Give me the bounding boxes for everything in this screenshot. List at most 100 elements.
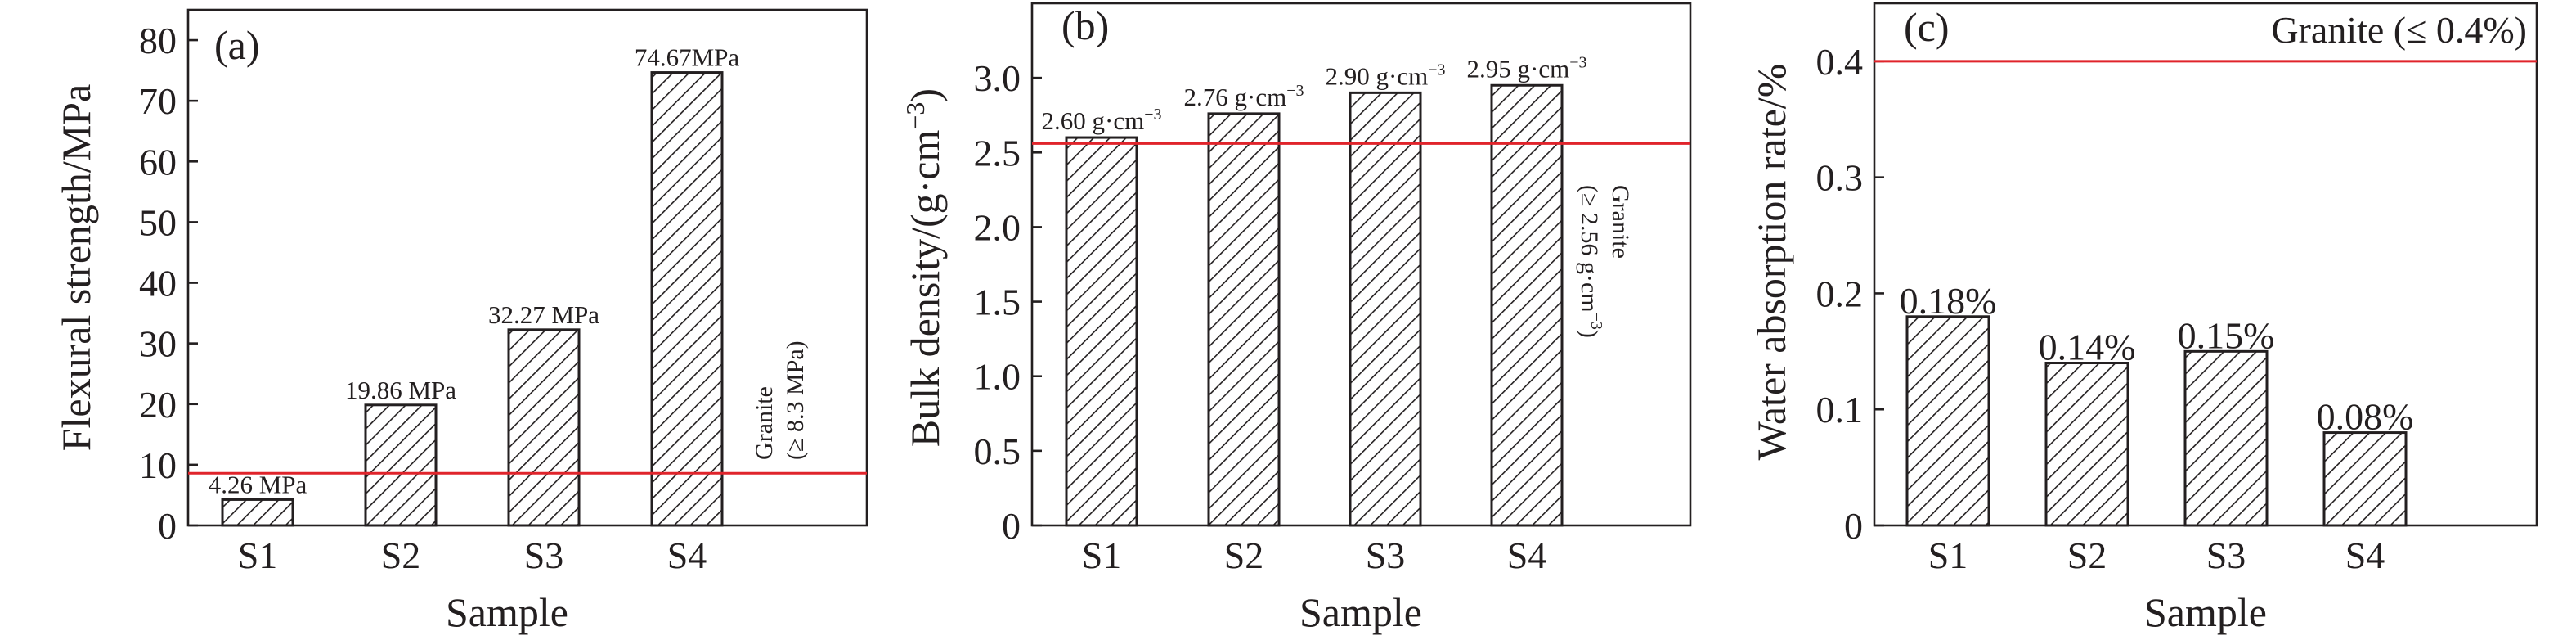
- y-tick-label: 10: [139, 444, 177, 486]
- data-label: 32.27 MPa: [488, 300, 599, 329]
- bar: [1905, 315, 1990, 527]
- data-label-text: 2.60 g·cm: [1042, 106, 1145, 135]
- granite-reference-label: Granite (≤ 0.4%): [2271, 9, 2527, 51]
- data-label: 0.14%: [2039, 327, 2136, 368]
- x-tick-label: S2: [2067, 534, 2107, 576]
- panel-a: (a) 0 10 20 30 40 50 60 70 80 S1 S2 S3 S4 4.26 MPa 1…: [53, 8, 868, 635]
- x-axis-title: Sample: [446, 589, 568, 635]
- panel-label: (b): [1061, 2, 1109, 48]
- x-tick-label: S2: [1224, 534, 1264, 576]
- y-tick-label: 80: [139, 20, 177, 61]
- x-tick-label: S4: [2345, 534, 2385, 576]
- x-axis: S1 S2 S3 S4: [1082, 516, 1547, 576]
- x-tick-label: S4: [667, 534, 707, 576]
- y-axis-title-superscript: −3: [900, 102, 930, 130]
- bar: [364, 403, 438, 527]
- y-axis-title: Flexural strength/MPa: [53, 84, 99, 452]
- y-axis-title-close: ): [902, 88, 948, 102]
- data-label-superscript: −3: [1286, 82, 1304, 100]
- granite-reference-label: Granite (≥ 2.56 g·cm−3): [1576, 185, 1634, 338]
- y-axis: 0 0.5 1.0 1.5 2.0 2.5 3.0: [974, 57, 1042, 547]
- granite-label-line2: (≥ 8.3 MPa): [782, 340, 809, 460]
- bar: [2044, 362, 2129, 527]
- y-tick-label: 0: [1844, 505, 1863, 547]
- y-tick-label: 40: [139, 263, 177, 304]
- x-axis: S1 S2 S3 S4: [1928, 516, 2385, 576]
- y-tick-label: 50: [139, 201, 177, 243]
- data-label-superscript: −3: [1569, 53, 1586, 71]
- x-tick-label: S4: [1507, 534, 1547, 576]
- data-label: 2.60 g·cm−3: [1042, 106, 1162, 135]
- y-tick-label: 2.0: [974, 206, 1021, 248]
- bar: [507, 328, 581, 527]
- granite-reference-label: Granite (≥ 8.3 MPa): [751, 340, 809, 460]
- y-axis: 0 10 20 30 40 50 60 70 80: [139, 20, 198, 547]
- x-tick-label: S3: [1366, 534, 1406, 576]
- y-axis-title-text: Bulk density/(g·cm: [902, 130, 948, 448]
- data-label: 2.95 g·cm−3: [1467, 53, 1587, 83]
- x-axis: S1 S2 S3 S4: [238, 516, 707, 576]
- data-label-superscript: −3: [1428, 61, 1445, 79]
- bars: 2.60 g·cm−32.76 g·cm−32.90 g·cm−3 2.95 g·…: [1042, 53, 1587, 527]
- bar: [1349, 91, 1422, 527]
- granite-label-line1: Granite: [751, 386, 778, 460]
- x-axis-title: Sample: [1299, 589, 1422, 635]
- x-tick-label: S2: [381, 534, 421, 576]
- bar: [2183, 349, 2269, 527]
- x-tick-label: S3: [524, 534, 564, 576]
- y-tick-label: 0.5: [974, 430, 1021, 472]
- x-tick-label: S1: [1928, 534, 1968, 576]
- data-label-text: 2.76 g·cm: [1184, 83, 1287, 111]
- data-label: 0.08%: [2317, 396, 2414, 438]
- data-label: 19.86 MPa: [345, 376, 456, 404]
- x-tick-label: S3: [2206, 534, 2246, 576]
- y-tick-label: 3.0: [974, 57, 1021, 99]
- y-axis: 0 0.1 0.2 0.3 0.4: [1816, 41, 1884, 547]
- data-label: 4.26 MPa: [209, 470, 307, 498]
- panel-b: (b) 0 0.5 1.0 1.5 2.0 2.5 3.0 S1 S2 S3 S4 2.60 g·…: [900, 2, 1692, 635]
- y-tick-label: 2.5: [974, 132, 1021, 174]
- panel-label: (c): [1904, 4, 1950, 50]
- data-label: 0.15%: [2178, 314, 2275, 356]
- y-tick-label: 20: [139, 384, 177, 426]
- bar: [221, 498, 294, 527]
- y-tick-label: 0.2: [1816, 273, 1864, 314]
- granite-label-line2-text: (≥ 2.56 g·cm: [1576, 185, 1603, 313]
- bar: [2322, 431, 2408, 527]
- bar: [1490, 83, 1564, 527]
- y-tick-label: 60: [139, 141, 177, 183]
- y-tick-label: 0.1: [1816, 389, 1864, 430]
- y-tick-label: 70: [139, 80, 177, 122]
- bar: [1065, 136, 1138, 527]
- granite-label-superscript: −3: [1587, 313, 1605, 330]
- panel-c: (c) 00.10.20.30.4 S1 S2 S3 S4 0.18%0.14% 0.1…: [1748, 2, 2538, 635]
- y-axis-title: Bulk density/(g·cm−3): [900, 88, 948, 447]
- granite-label-line1: Granite: [1607, 185, 1634, 259]
- data-label: 0.18%: [1900, 280, 1997, 322]
- bar: [1207, 112, 1281, 527]
- granite-label-line2: (≥ 2.56 g·cm−3): [1576, 185, 1605, 338]
- y-tick-label: 0: [158, 505, 177, 547]
- bars: 0.18% 0.14% 0.15% 0.08%: [1900, 280, 2414, 527]
- y-tick-label: 1.5: [974, 282, 1021, 323]
- x-tick-label: S1: [1082, 534, 1122, 576]
- data-label-text: 2.95 g·cm: [1467, 54, 1570, 83]
- granite-label-close: ): [1576, 330, 1603, 338]
- x-axis-title: Sample: [2144, 589, 2267, 635]
- panel-label: (a): [214, 22, 260, 68]
- data-label-text: 2.90 g·cm: [1326, 61, 1429, 90]
- y-tick-label: 0.4: [1816, 41, 1864, 83]
- y-tick-label: 30: [139, 323, 177, 365]
- data-label: 2.76 g·cm−3: [1184, 82, 1304, 111]
- bar: [650, 71, 724, 527]
- bars: 4.26 MPa 19.86 MPa 32.27 MPa 74.67MPa: [209, 43, 740, 527]
- data-label: 2.90 g·cm−3: [1326, 61, 1446, 90]
- y-tick-label: 0: [1002, 505, 1021, 547]
- y-axis-title: Water absorption rate/%: [1748, 64, 1794, 461]
- y-tick-label: 0.3: [1816, 157, 1864, 199]
- data-label-superscript: −3: [1144, 106, 1161, 124]
- x-tick-label: S1: [238, 534, 278, 576]
- data-label: 74.67MPa: [635, 43, 740, 72]
- y-tick-label: 1.0: [974, 356, 1021, 398]
